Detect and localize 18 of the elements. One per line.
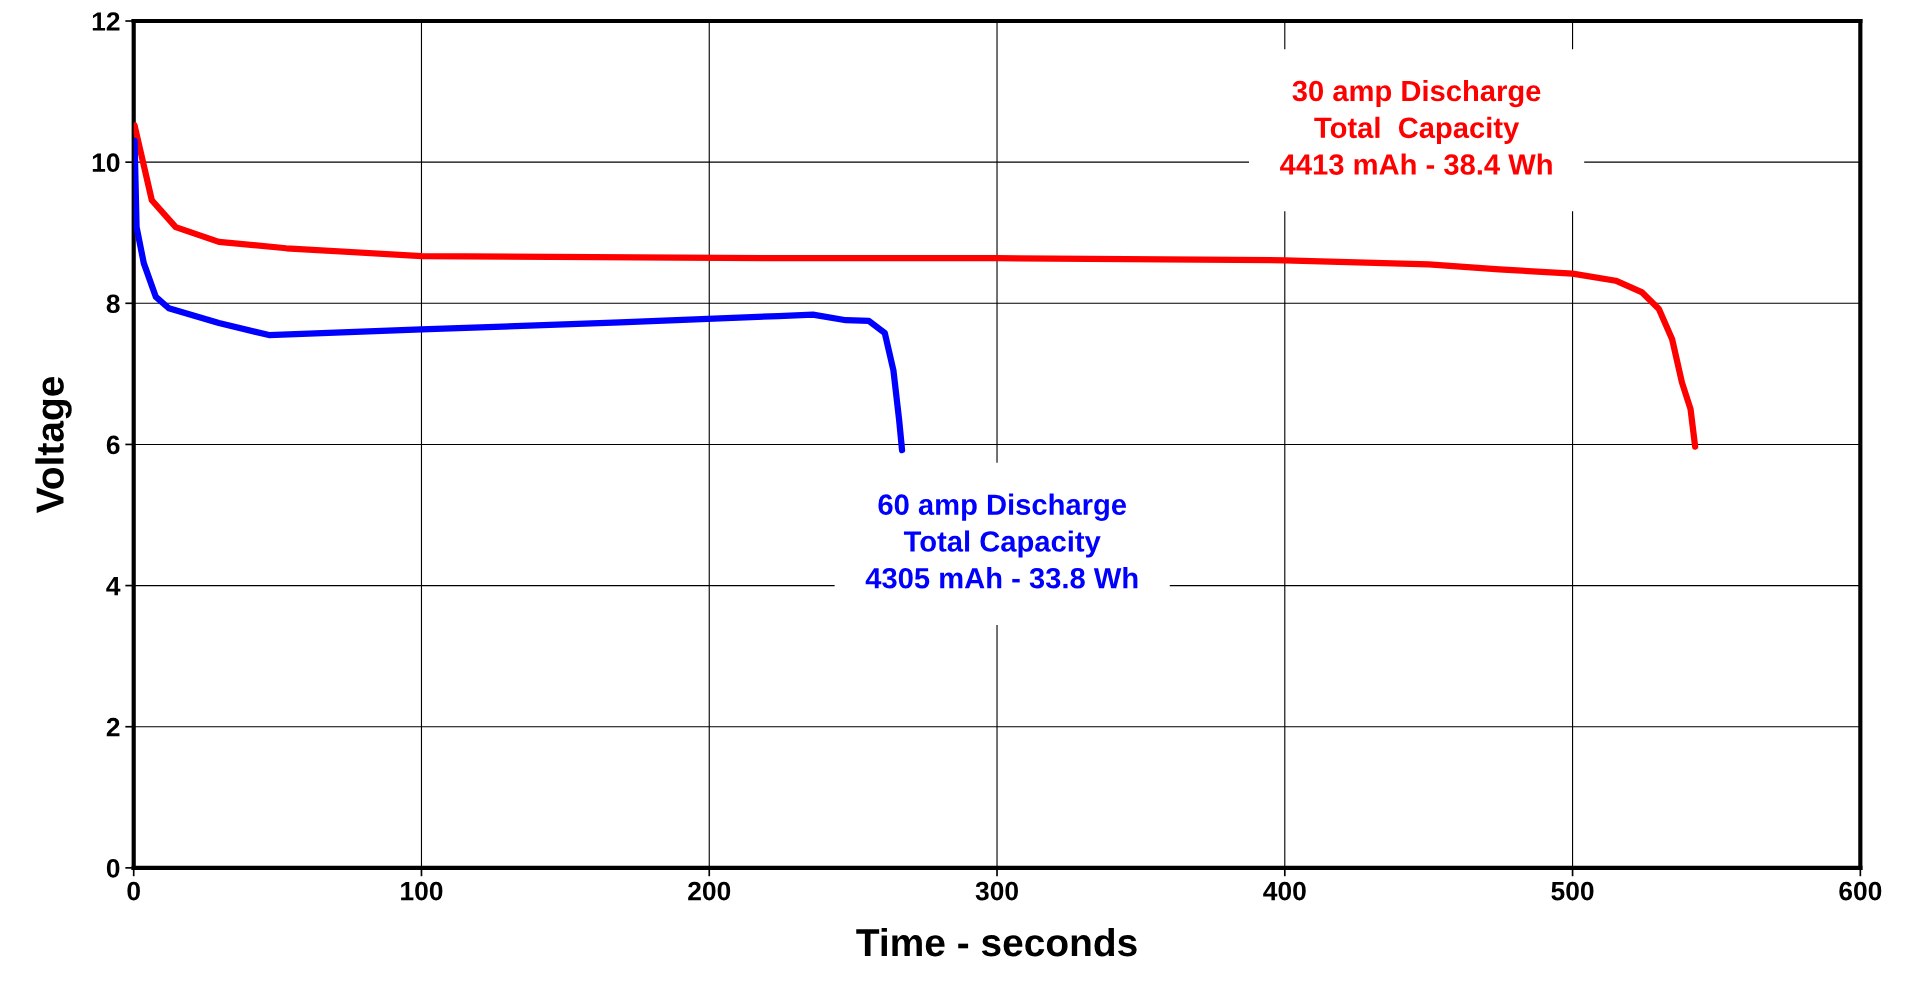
y-tick-label: 10 <box>92 153 120 172</box>
x-tick-label: 300 <box>975 881 1018 901</box>
x-tick-label: 400 <box>1263 881 1306 901</box>
y-tick-label: 2 <box>106 717 120 737</box>
x-tick-label: 200 <box>688 881 731 901</box>
y-tick-label: 4 <box>106 576 121 596</box>
y-tick-label: 12 <box>92 12 120 31</box>
y-tick-label: 0 <box>106 859 120 878</box>
x-tick-label: 600 <box>1839 881 1882 901</box>
annotation: 60 amp Discharge Total Capacity 4305 mAh - 33.8 Wh <box>865 493 1138 589</box>
y-axis-title: Voltage <box>35 376 72 513</box>
y-tick-label: 6 <box>106 435 120 455</box>
x-tick-label: 500 <box>1551 881 1594 901</box>
annotation: 30 amp Discharge Total Capacity 4413 mAh - 38.4 Wh <box>1280 79 1552 175</box>
x-axis-title: Time - seconds <box>856 927 1137 957</box>
x-tick-label: 100 <box>401 881 443 901</box>
x-tick-label: 0 <box>127 881 140 901</box>
y-tick-label: 8 <box>106 294 120 314</box>
